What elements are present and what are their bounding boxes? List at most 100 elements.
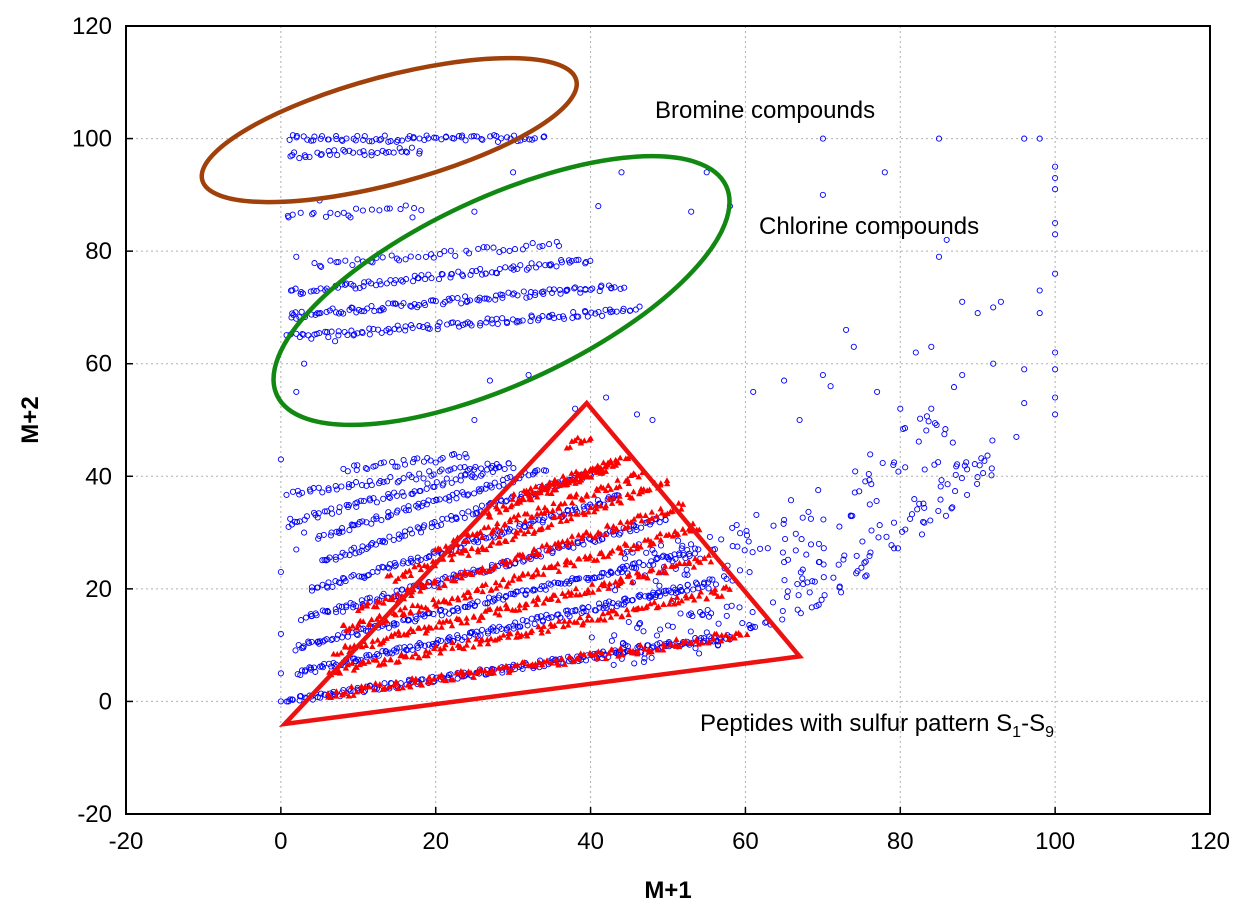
- data-point: [677, 610, 684, 617]
- chlorine-outline: [271, 153, 732, 428]
- data-point: [1052, 174, 1059, 182]
- data-point: [368, 206, 375, 213]
- sulfur-data-point: [391, 630, 399, 637]
- data-point: [510, 169, 517, 176]
- data-point: [784, 593, 791, 600]
- data-point: [863, 572, 870, 579]
- sulfur-data-point: [653, 533, 661, 540]
- data-point: [997, 298, 1004, 305]
- sulfur-data-point: [348, 660, 356, 666]
- data-point: [1052, 186, 1059, 193]
- sulfur-data-point: [368, 616, 375, 623]
- data-point: [443, 133, 450, 140]
- sulfur-data-point: [690, 563, 698, 570]
- data-point: [436, 468, 443, 475]
- data-point: [383, 280, 390, 287]
- data-point: [541, 514, 548, 521]
- data-point: [319, 664, 326, 671]
- sulfur-data-point: [562, 561, 569, 568]
- data-point: [289, 696, 296, 703]
- sulfur-data-point: [485, 510, 493, 516]
- data-point: [405, 617, 413, 624]
- data-point: [517, 262, 524, 269]
- sulfur-data-point: [574, 555, 582, 562]
- data-point: [408, 144, 415, 151]
- data-point: [649, 416, 656, 424]
- sulfur-data-point: [575, 655, 582, 661]
- data-point: [795, 592, 802, 599]
- sulfur-data-point: [605, 482, 612, 489]
- data-point: [949, 504, 956, 511]
- data-point: [505, 460, 512, 467]
- data-point: [342, 281, 349, 288]
- data-point: [360, 136, 367, 143]
- data-point: [703, 169, 710, 176]
- sulfur-data-point: [525, 491, 533, 498]
- data-point: [353, 603, 360, 610]
- sulfur-data-point: [581, 511, 589, 517]
- data-point: [426, 325, 433, 332]
- sulfur-data-point: [535, 570, 542, 577]
- sulfur-data-point: [439, 618, 447, 625]
- data-point: [964, 491, 971, 498]
- data-point: [653, 632, 661, 639]
- sulfur-data-point: [407, 572, 415, 578]
- sulfur-data-point: [353, 688, 360, 695]
- data-point: [442, 495, 449, 502]
- sulfur-data-point: [452, 577, 459, 584]
- data-point: [787, 497, 795, 504]
- data-point: [472, 463, 479, 470]
- data-point: [803, 551, 810, 558]
- sulfur-data-point: [458, 619, 465, 626]
- data-point: [912, 349, 919, 356]
- sulfur-data-point: [574, 434, 581, 441]
- sulfur-data-point: [643, 603, 651, 609]
- sulfur-data-point: [442, 677, 450, 684]
- data-point: [523, 618, 530, 625]
- data-point: [414, 455, 421, 462]
- sulfur-data-point: [623, 606, 631, 613]
- sulfur-data-point: [588, 616, 596, 623]
- sulfur-data-point: [554, 560, 561, 567]
- data-point: [696, 650, 703, 657]
- data-point: [616, 531, 623, 538]
- data-point: [820, 561, 827, 568]
- data-point: [669, 558, 676, 565]
- data-point: [492, 269, 499, 276]
- data-point: [492, 292, 500, 299]
- bromine-annotation: Bromine compounds: [655, 97, 875, 124]
- data-point: [413, 615, 420, 622]
- data-point: [350, 604, 357, 611]
- sulfur-data-point: [658, 509, 666, 516]
- sulfur-data-point: [660, 601, 667, 607]
- data-point: [797, 610, 804, 617]
- data-point: [492, 296, 499, 303]
- data-point: [356, 284, 363, 291]
- data-point: [316, 330, 323, 337]
- data-point: [354, 256, 361, 263]
- data-point: [296, 697, 303, 704]
- data-point: [489, 624, 497, 631]
- data-point: [376, 278, 383, 285]
- sulfur-data-point: [557, 518, 564, 524]
- sulfur-data-point: [527, 523, 534, 529]
- data-point: [293, 388, 300, 395]
- sulfur-data-point: [551, 564, 559, 570]
- data-point: [438, 521, 445, 528]
- sulfur-data-point: [365, 621, 373, 628]
- data-point: [388, 252, 395, 259]
- data-point: [516, 623, 523, 630]
- sulfur-data-point: [343, 627, 350, 633]
- sulfur-data-point: [548, 490, 555, 497]
- data-point: [736, 604, 743, 611]
- data-point: [686, 611, 693, 618]
- data-point: [349, 304, 356, 312]
- sulfur-data-point: [644, 574, 651, 581]
- sulfur-annotation-sub1: 1: [1012, 724, 1021, 741]
- sulfur-data-point: [597, 615, 604, 622]
- data-point: [368, 149, 375, 156]
- sulfur-data-point: [468, 571, 476, 577]
- data-point: [446, 497, 453, 504]
- data-point: [631, 564, 638, 571]
- data-point: [598, 536, 605, 543]
